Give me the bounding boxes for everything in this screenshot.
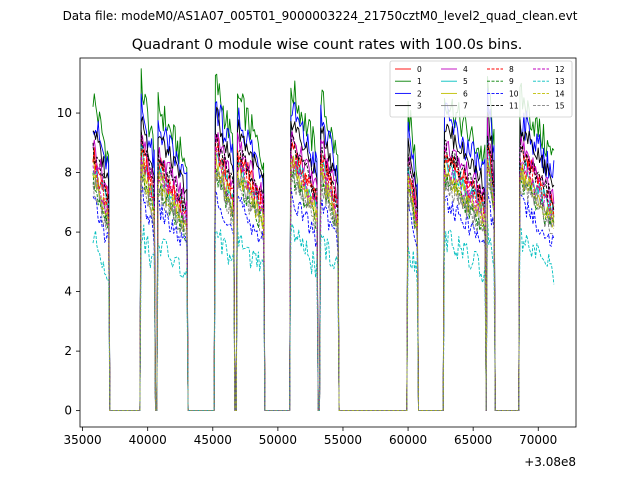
y-tick-label: 6 — [64, 225, 72, 239]
legend-label-10: 10 — [509, 89, 519, 98]
legend-label-12: 12 — [555, 65, 565, 74]
x-tick-label: 45000 — [194, 433, 232, 447]
x-tick-label: 70000 — [519, 433, 557, 447]
series-line-12 — [92, 146, 555, 412]
x-tick-label: 35000 — [64, 433, 102, 447]
data-file-label: Data file: modeM0/AS1A07_005T01_90000032… — [63, 9, 578, 23]
x-tick-label: 65000 — [454, 433, 492, 447]
legend-label-0: 0 — [417, 65, 422, 74]
legend-label-5: 5 — [463, 77, 468, 86]
y-tick-label: 10 — [57, 106, 72, 120]
y-tick-label: 4 — [64, 285, 72, 299]
legend-label-6: 6 — [463, 89, 468, 98]
legend-label-7: 7 — [463, 102, 468, 111]
series-line-11 — [92, 129, 555, 412]
y-tick-label: 2 — [64, 344, 72, 358]
plot-frame — [79, 57, 577, 428]
series-line-7 — [92, 159, 555, 412]
legend-label-2: 2 — [417, 89, 422, 98]
y-tick-label: 0 — [64, 404, 72, 418]
legend-label-15: 15 — [555, 102, 565, 111]
x-tick-label: 40000 — [129, 433, 167, 447]
x-tick-label: 60000 — [389, 433, 427, 447]
x-tick-label: 50000 — [259, 433, 297, 447]
series-line-15 — [92, 172, 555, 412]
legend-label-3: 3 — [417, 102, 422, 111]
series-line-2 — [92, 88, 555, 412]
legend-label-13: 13 — [555, 77, 565, 86]
series-line-13 — [92, 217, 555, 412]
series-line-4 — [92, 117, 555, 412]
legend-label-8: 8 — [509, 65, 514, 74]
legend-label-11: 11 — [509, 102, 519, 111]
series-line-9 — [92, 161, 555, 412]
series-line-10 — [92, 185, 555, 412]
series-line-6 — [92, 147, 555, 412]
series-line-3 — [92, 106, 555, 412]
axis-layer: 35000 40000 45000 50000 55000 60000 65000 70000… — [57, 106, 558, 447]
series-layer — [92, 68, 555, 412]
legend-box — [389, 60, 573, 118]
series-line-1 — [92, 68, 555, 412]
legend-label-14: 14 — [555, 89, 565, 98]
x-offset-label: +3.08e8 — [524, 455, 576, 469]
legend-label-4: 4 — [463, 65, 468, 74]
legend-label-1: 1 — [417, 77, 422, 86]
y-tick-label: 8 — [64, 166, 72, 180]
legend-label-9: 9 — [509, 77, 514, 86]
chart-title: Quadrant 0 module wise count rates with … — [132, 37, 523, 53]
x-tick-label: 55000 — [324, 433, 362, 447]
series-line-14 — [92, 158, 555, 412]
